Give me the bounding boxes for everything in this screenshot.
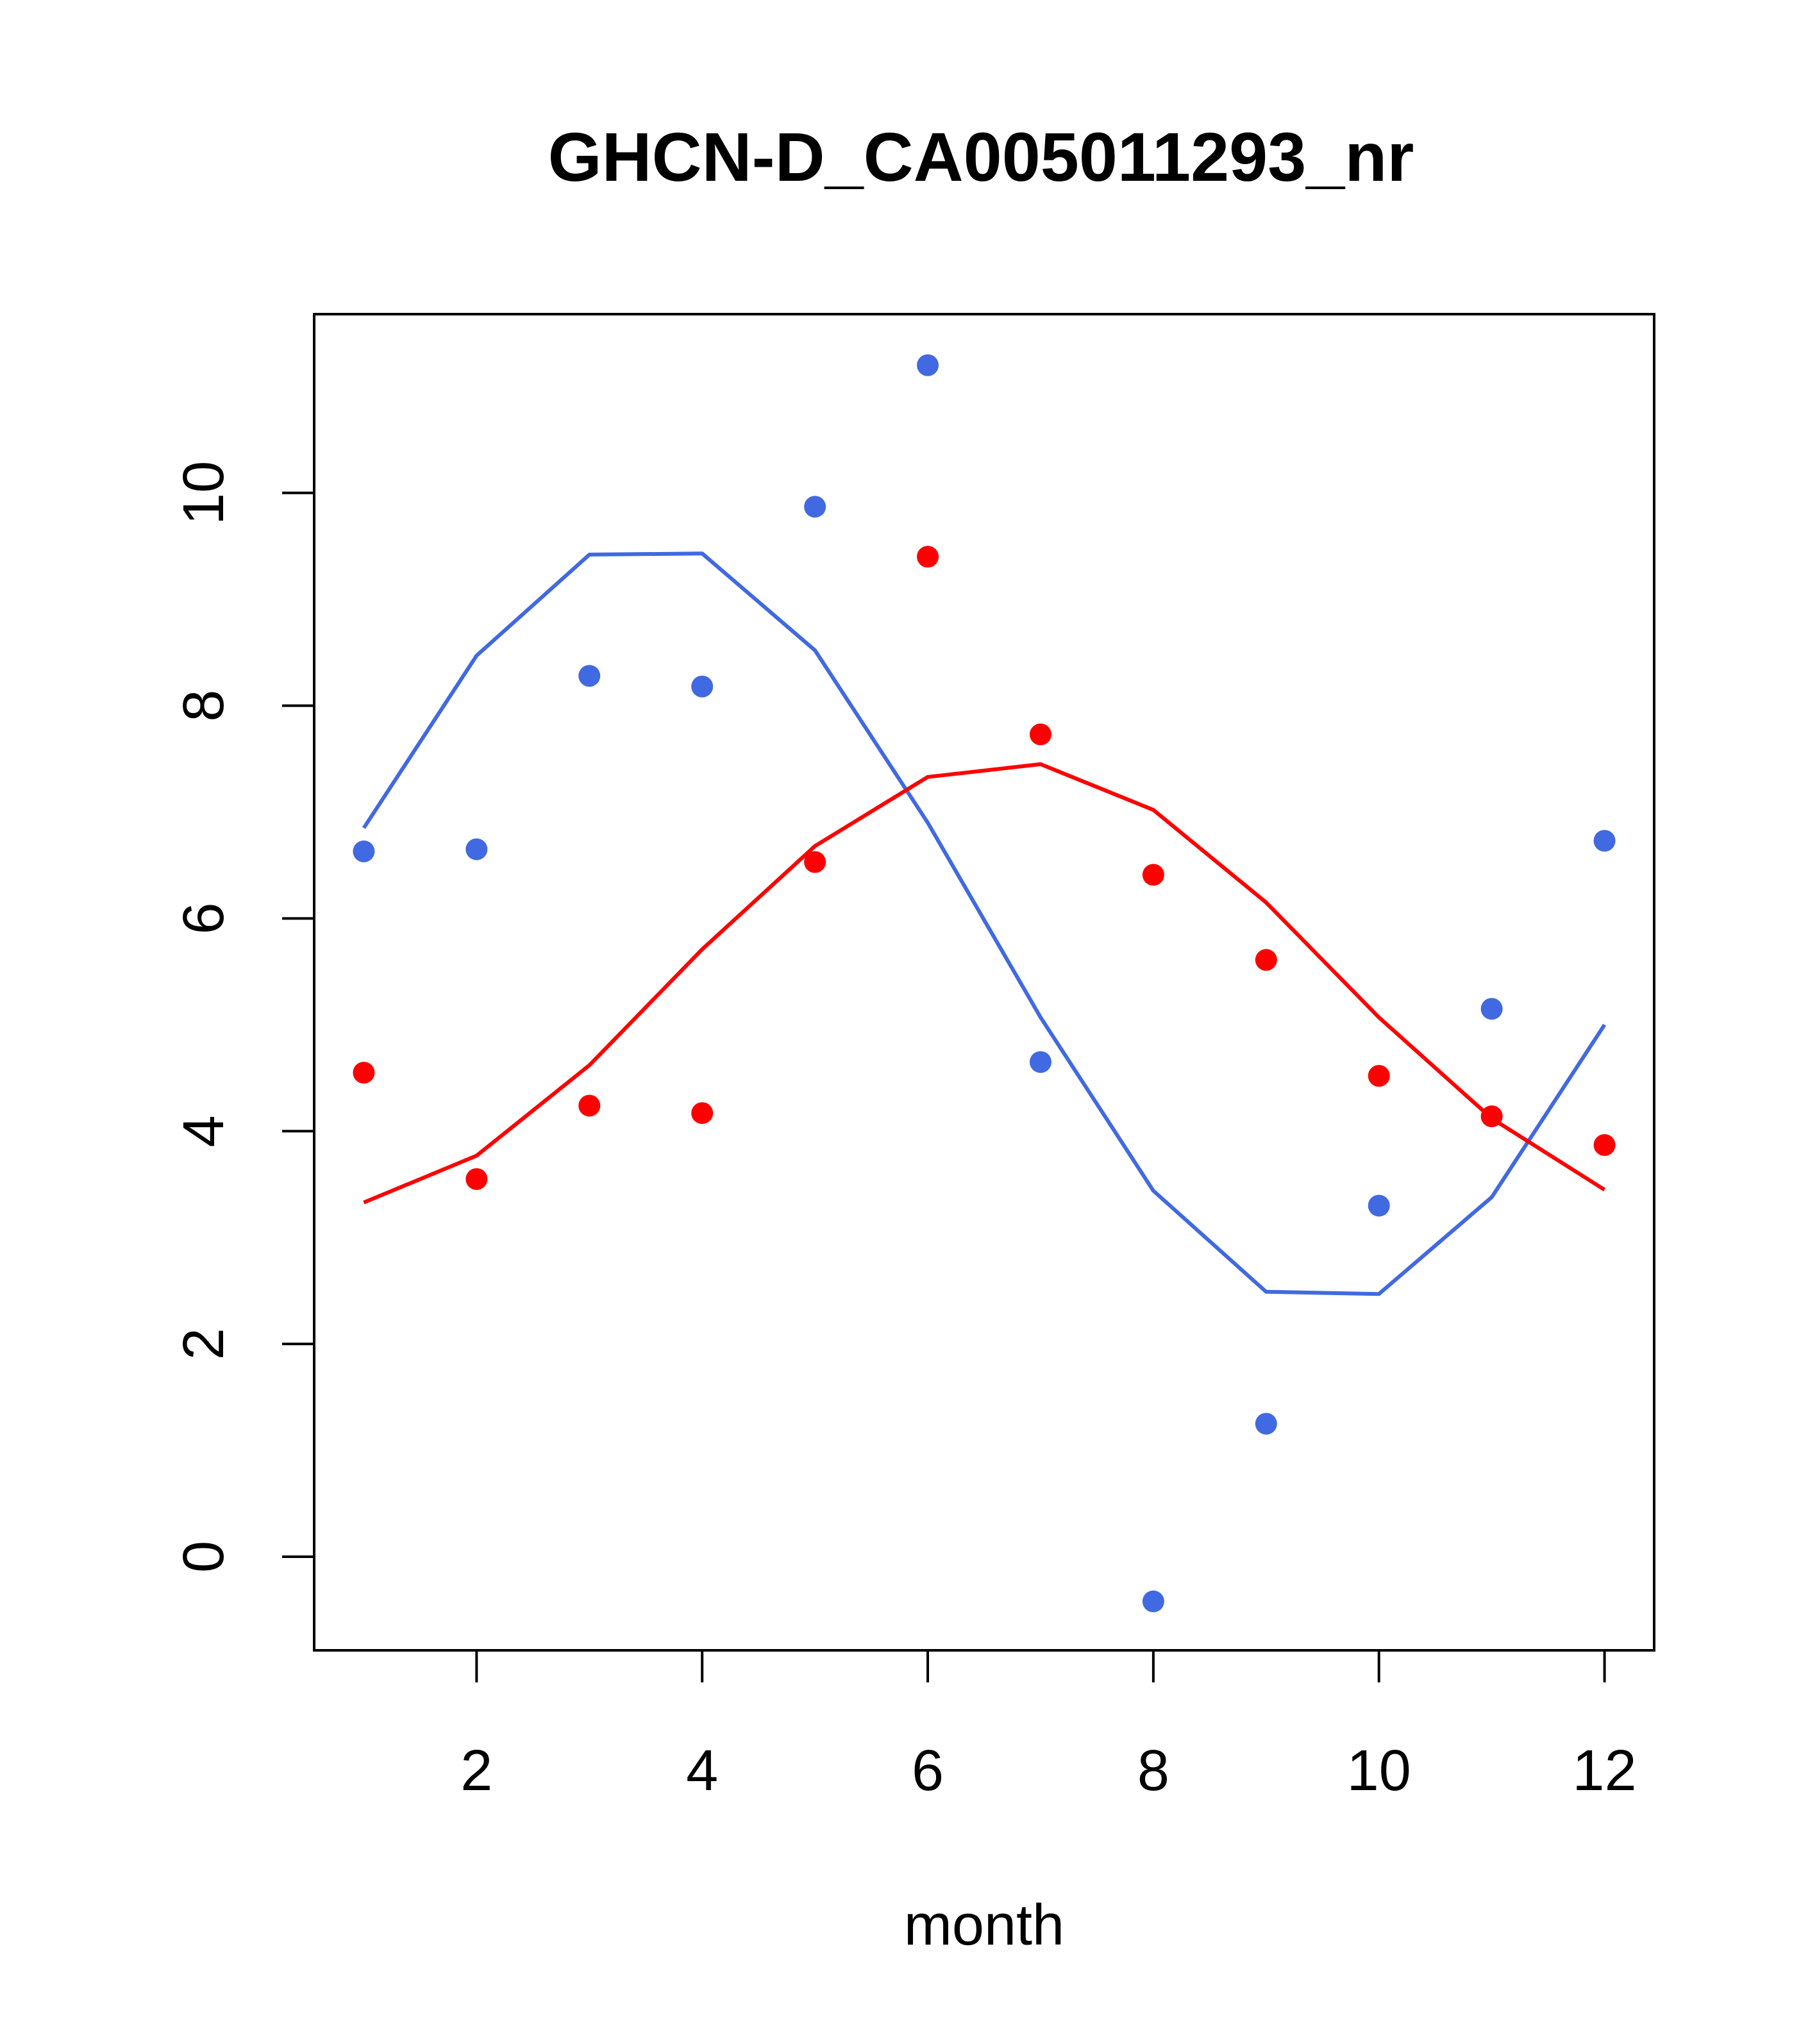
series-1-point	[804, 496, 826, 518]
chart-title: GHCN-D_CA005011293_nr	[548, 118, 1414, 196]
x-tick-label: 8	[1137, 1739, 1169, 1803]
x-axis-label: month	[904, 1893, 1064, 1957]
y-tick-label: 6	[172, 902, 236, 934]
y-tick-label: 4	[172, 1115, 236, 1147]
plot-frame	[313, 313, 1655, 1652]
x-tick-label: 4	[686, 1739, 718, 1803]
series-2-point	[1029, 723, 1051, 746]
series-layer	[353, 354, 1616, 1613]
x-axis: 2 4 6 8 10 12	[460, 1649, 1637, 1803]
y-tick-label: 2	[172, 1328, 236, 1360]
series-1-point	[691, 675, 714, 698]
series-1-point	[1029, 1051, 1051, 1073]
series-1-point	[1255, 1412, 1277, 1435]
series-2-point	[465, 1168, 488, 1190]
series-2-point	[1480, 1105, 1503, 1128]
x-tick-label: 2	[460, 1739, 492, 1803]
series-1-point	[1142, 1590, 1164, 1613]
series-1-point	[1480, 998, 1503, 1020]
series-2-point	[1368, 1065, 1390, 1087]
series-2-point	[578, 1094, 601, 1117]
series-1-point	[578, 665, 601, 687]
y-tick-label: 0	[172, 1541, 236, 1573]
y-tick-label: 8	[172, 690, 236, 722]
series-2-point	[1593, 1134, 1616, 1156]
series-2-point	[353, 1062, 375, 1084]
series-1-point	[1368, 1194, 1390, 1217]
x-tick-label: 10	[1347, 1739, 1411, 1803]
series-2-point	[1255, 949, 1277, 971]
series-1-line	[362, 551, 1607, 1296]
series-2-line	[363, 762, 1606, 1205]
series-1-point	[1593, 830, 1616, 852]
series-2-point	[691, 1102, 714, 1125]
series-1-point	[465, 838, 488, 860]
x-tick-label: 6	[912, 1739, 944, 1803]
series-2-point	[917, 546, 939, 568]
x-tick-label: 12	[1573, 1739, 1637, 1803]
series-2-point	[1142, 864, 1164, 886]
y-tick-label: 10	[172, 461, 236, 525]
series-1-point	[917, 354, 939, 376]
series-1-point	[353, 840, 375, 862]
series-2-point	[804, 851, 826, 873]
y-axis: 0 2 4 6 8 10	[172, 461, 315, 1573]
